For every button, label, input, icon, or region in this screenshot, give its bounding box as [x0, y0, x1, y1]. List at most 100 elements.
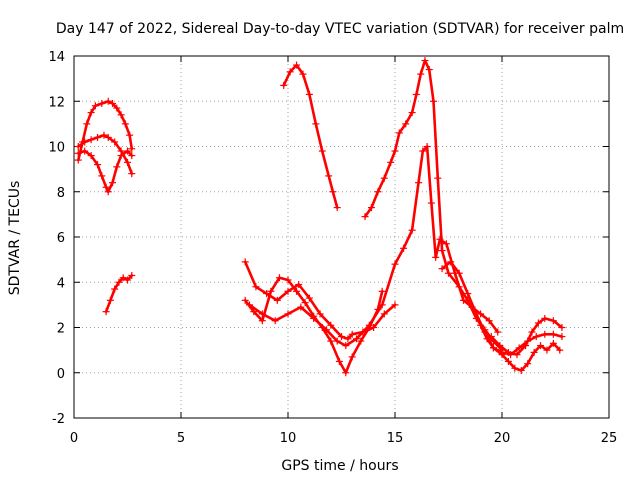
x-tick-label: 0 — [70, 431, 78, 446]
data-point — [104, 97, 112, 105]
data-point — [295, 281, 303, 289]
series-arc-b — [74, 131, 136, 178]
data-point — [327, 321, 335, 329]
data-point — [489, 344, 497, 352]
data-point — [438, 247, 446, 255]
data-point — [316, 310, 324, 318]
data-point — [365, 321, 373, 329]
series-arc-e — [280, 61, 341, 212]
data-point — [344, 335, 352, 343]
data-point — [74, 143, 82, 150]
series-arc-d — [102, 271, 136, 316]
data-point — [391, 301, 399, 309]
data-point — [522, 342, 530, 350]
data-point — [280, 81, 288, 89]
data-point — [91, 102, 99, 110]
data-point — [352, 335, 360, 343]
data-point — [241, 258, 249, 266]
x-axis-label: GPS time / hours — [281, 458, 398, 474]
data-point — [323, 326, 331, 334]
series-arc-a — [74, 97, 136, 164]
data-point — [357, 337, 365, 345]
data-point — [494, 328, 502, 336]
data-point — [119, 274, 127, 282]
data-point — [558, 324, 566, 331]
series-arc-k — [468, 303, 566, 359]
y-tick-label: 4 — [57, 276, 65, 291]
data-point — [293, 61, 301, 69]
data-point — [342, 369, 350, 377]
data-point — [121, 120, 129, 128]
data-point — [338, 333, 345, 341]
data-point — [102, 183, 110, 191]
data-point — [455, 283, 463, 291]
data-point — [367, 204, 375, 212]
series-layer — [74, 57, 566, 377]
y-tick-label: -2 — [52, 412, 65, 427]
data-point — [267, 287, 275, 295]
data-point — [305, 90, 313, 98]
data-point — [109, 100, 117, 108]
y-tick-label: 2 — [57, 322, 65, 337]
data-point — [487, 333, 495, 341]
data-point — [252, 283, 260, 291]
series-trace — [489, 317, 564, 356]
data-point — [325, 172, 333, 180]
y-tick-label: 0 — [57, 367, 65, 382]
series-arc-g — [241, 258, 399, 343]
data-point — [128, 145, 136, 153]
data-point — [329, 188, 337, 196]
data-point — [378, 287, 386, 295]
data-point — [83, 120, 91, 128]
data-point — [556, 346, 564, 354]
data-point — [543, 346, 551, 354]
data-point — [128, 152, 136, 160]
data-point — [378, 301, 386, 309]
data-point — [128, 271, 136, 279]
data-point — [109, 179, 117, 187]
data-point — [348, 353, 356, 361]
data-point — [517, 366, 525, 374]
data-point — [273, 296, 281, 304]
data-point — [532, 333, 540, 341]
data-point — [468, 303, 476, 311]
data-point — [275, 274, 283, 282]
data-point — [284, 310, 292, 318]
data-point — [245, 301, 253, 309]
data-point — [417, 70, 425, 78]
data-point — [310, 314, 318, 322]
data-point — [348, 330, 356, 338]
y-tick-labels: -2 0 2 4 6 8 10 12 14 — [48, 50, 65, 427]
y-tick-label: 12 — [48, 95, 65, 110]
series-trace — [243, 260, 397, 341]
data-point — [549, 317, 557, 325]
data-point — [402, 120, 410, 128]
x-tick-label: 15 — [387, 431, 404, 446]
chart-title: Day 147 of 2022, Sidereal Day-to-day VTE… — [56, 21, 624, 37]
data-point — [318, 147, 326, 155]
data-point — [408, 109, 416, 117]
data-point — [74, 156, 82, 164]
plot-frame — [73, 55, 610, 419]
data-point — [427, 199, 435, 207]
data-point — [271, 317, 279, 325]
data-point — [106, 296, 114, 304]
data-point — [126, 131, 134, 139]
y-tick-label: 14 — [48, 50, 65, 65]
data-point — [438, 265, 446, 273]
data-point — [530, 348, 538, 356]
data-point — [286, 68, 294, 76]
data-point — [434, 174, 442, 182]
data-point — [335, 357, 343, 365]
data-point — [104, 133, 112, 141]
data-point — [477, 321, 485, 329]
data-point — [284, 276, 292, 284]
data-point — [537, 342, 545, 350]
data-point — [98, 172, 106, 180]
series-arc-c — [74, 147, 136, 196]
data-point — [549, 330, 557, 338]
data-point — [391, 260, 399, 268]
data-point — [541, 314, 549, 322]
series-arc-j — [438, 258, 564, 374]
